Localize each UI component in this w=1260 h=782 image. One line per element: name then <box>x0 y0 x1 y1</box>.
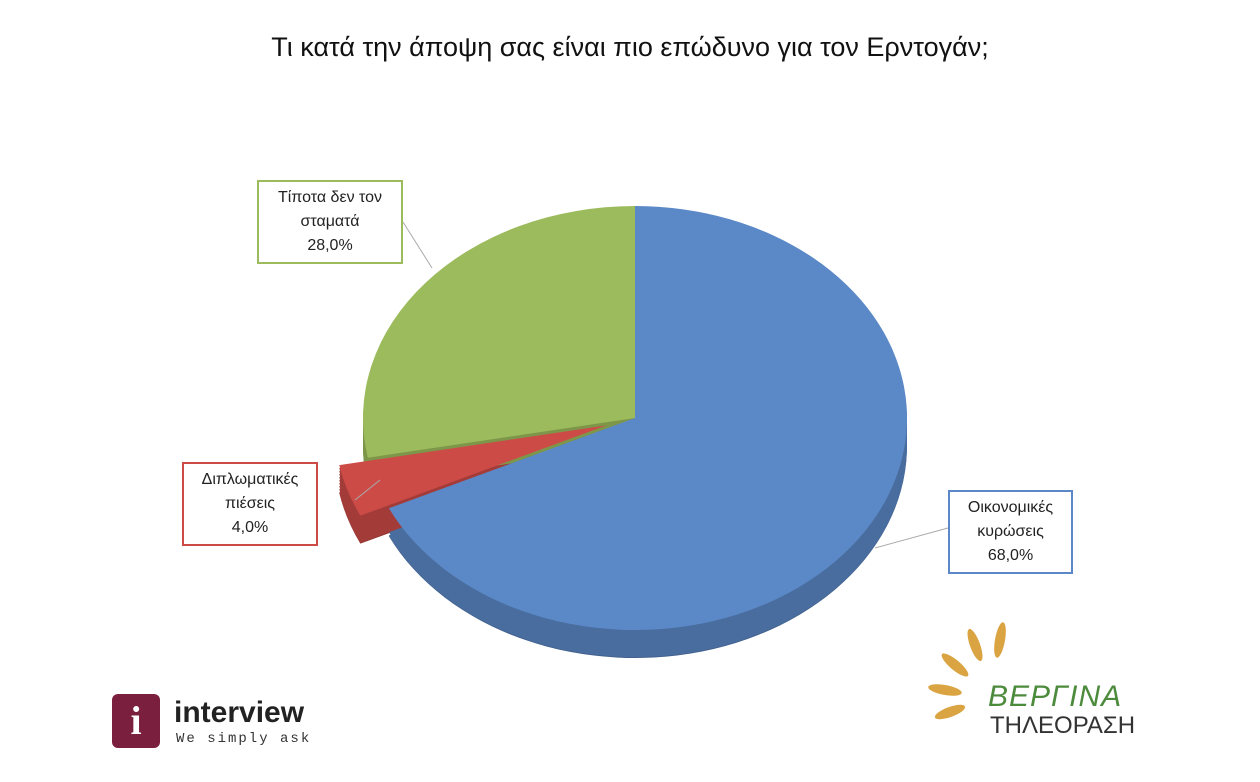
label-box: Διπλωματικές πιέσεις 4,0% <box>182 462 318 546</box>
leader-line <box>354 479 381 501</box>
logo-tagline: We simply ask <box>176 731 312 747</box>
label-box: Τίποτα δεν τον σταματά 28,0% <box>257 180 403 264</box>
logo-tagline: ΤΗΛΕΟΡΑΣΗ <box>990 712 1136 739</box>
interview-icon: i <box>112 694 160 748</box>
value-label: 68,0% <box>987 547 1034 564</box>
logo-text: interview <box>174 696 305 729</box>
slice <box>339 425 607 516</box>
value-label: 28,0% <box>307 237 353 254</box>
chart-title: Τι κατά την άποψη σας είναι πιο επώδυνο … <box>271 32 989 62</box>
slice-label: Τίποτα δεν τον σταματά <box>277 189 383 230</box>
slice-label: Διπλωματικές πιέσεις <box>201 471 299 512</box>
slice <box>363 206 635 458</box>
value-label: 4,0% <box>231 519 269 536</box>
leader-line <box>874 527 949 549</box>
logo-text: ΒΕΡΓΙΝΑ <box>988 680 1123 713</box>
leader-line <box>402 221 433 269</box>
slice <box>388 206 907 630</box>
label-box: Οικονομικές κυρώσεις 68,0% <box>948 490 1073 574</box>
slice-label: Οικονομικές κυρώσεις <box>967 499 1054 540</box>
